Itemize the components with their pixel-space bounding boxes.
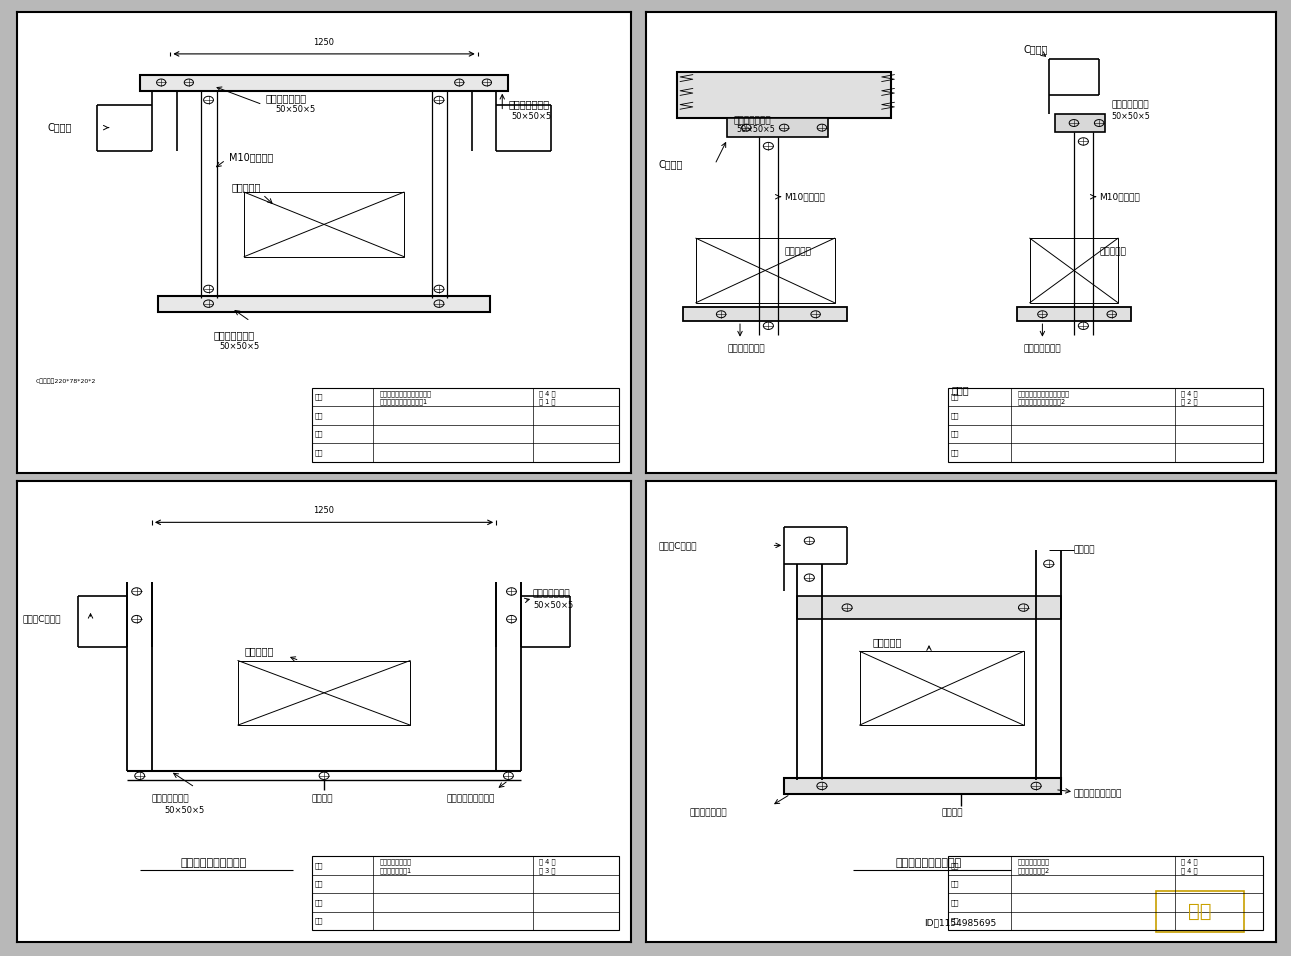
- Text: 50×50×5: 50×50×5: [164, 806, 204, 815]
- Text: 50×50×5: 50×50×5: [219, 342, 259, 351]
- Text: 热镀锌角钢支架: 热镀锌角钢支架: [727, 344, 766, 354]
- Text: 热镀锌角钢支架: 热镀锌角钢支架: [509, 99, 550, 110]
- Bar: [158, 295, 491, 312]
- Text: 桥架（线槽）支吊架在钢结构: 桥架（线槽）支吊架在钢结构: [380, 390, 431, 397]
- Text: 共 4 张: 共 4 张: [540, 858, 555, 865]
- Text: 设计: 设计: [951, 394, 959, 401]
- Text: 批准: 批准: [951, 918, 959, 924]
- Text: C型檩条: C型檩条: [1024, 44, 1048, 54]
- Text: C型钢檩条220*78*20*2: C型钢檩条220*78*20*2: [35, 379, 96, 384]
- Text: 第 3 张: 第 3 张: [540, 867, 555, 874]
- Bar: [1155, 891, 1245, 932]
- Text: 加固螺栓: 加固螺栓: [311, 794, 333, 803]
- Bar: [1017, 307, 1131, 321]
- Bar: [860, 651, 1024, 725]
- Text: 第 1 张: 第 1 张: [540, 399, 555, 405]
- Text: 批准: 批准: [951, 449, 959, 456]
- Text: 桥架（线槽）加固: 桥架（线槽）加固: [380, 858, 412, 865]
- Text: 制图: 制图: [315, 880, 323, 887]
- Text: 第 4 张: 第 4 张: [1181, 867, 1198, 874]
- Text: 设计: 设计: [315, 862, 323, 869]
- Bar: [1055, 114, 1105, 132]
- Bar: [244, 192, 404, 256]
- Text: 知末: 知末: [1188, 902, 1212, 922]
- Text: 檩条上的固定方式示意图1: 檩条上的固定方式示意图1: [380, 399, 427, 405]
- Text: 线槽或桥架: 线槽或桥架: [873, 637, 901, 647]
- Text: 50×50×5: 50×50×5: [1112, 112, 1150, 120]
- Text: 加固螺栓: 加固螺栓: [941, 808, 963, 817]
- Text: 共 4 张: 共 4 张: [1181, 390, 1198, 397]
- Text: 制图: 制图: [315, 412, 323, 419]
- Text: 钢结构C型檩条: 钢结构C型檩条: [658, 541, 697, 550]
- Text: M10通丝丝杆: M10通丝丝杆: [784, 192, 825, 202]
- Bar: [311, 857, 618, 930]
- Text: 1250: 1250: [314, 507, 334, 515]
- Bar: [139, 75, 509, 91]
- Text: 桥架（线槽）加固方案: 桥架（线槽）加固方案: [896, 858, 962, 868]
- Text: 钢结构C型檩条: 钢结构C型檩条: [23, 615, 62, 623]
- Text: 热镀锌角钢横担: 热镀锌角钢横担: [266, 93, 307, 102]
- Bar: [1030, 238, 1118, 303]
- Text: 桥架（线槽）支吊架在钢结构: 桥架（线槽）支吊架在钢结构: [1017, 390, 1069, 397]
- Text: 螺栓连接（或焊接）: 螺栓连接（或焊接）: [1074, 790, 1122, 798]
- Text: 50×50×5: 50×50×5: [533, 600, 573, 610]
- Bar: [311, 388, 618, 462]
- Text: 桥架（线槽）加固: 桥架（线槽）加固: [1017, 858, 1050, 865]
- Text: 批准: 批准: [315, 449, 323, 456]
- Bar: [797, 597, 1061, 619]
- Text: 线槽或桥架: 线槽或桥架: [232, 183, 261, 192]
- Text: 50×50×5: 50×50×5: [737, 125, 776, 135]
- Text: 热镀锌角钢支架: 热镀锌角钢支架: [1112, 100, 1149, 109]
- Text: 制图: 制图: [951, 412, 959, 419]
- Text: 螺栓连接（或焊接）: 螺栓连接（或焊接）: [447, 794, 496, 803]
- Text: 校核: 校核: [951, 900, 959, 905]
- Bar: [683, 307, 847, 321]
- Text: 热镀锌角钢支架: 热镀锌角钢支架: [733, 117, 771, 125]
- Text: 制图: 制图: [951, 880, 959, 887]
- Bar: [238, 661, 411, 725]
- Text: M10通丝丝杆: M10通丝丝杆: [1099, 192, 1140, 202]
- Text: 设计: 设计: [315, 394, 323, 401]
- Text: 校核: 校核: [315, 900, 323, 905]
- Text: 50×50×5: 50×50×5: [511, 112, 551, 120]
- Text: 线槽或桥架: 线槽或桥架: [1099, 248, 1126, 256]
- Text: 1250: 1250: [314, 38, 334, 47]
- Text: 热镀锌角钢支架: 热镀锌角钢支架: [689, 808, 727, 817]
- Text: 支架施地示意图2: 支架施地示意图2: [1017, 867, 1050, 874]
- Bar: [948, 857, 1263, 930]
- Text: 平视图: 平视图: [951, 385, 970, 395]
- Bar: [784, 778, 1061, 794]
- Bar: [948, 388, 1263, 462]
- Text: 桥架（线槽）加固方案: 桥架（线槽）加固方案: [181, 858, 247, 868]
- Text: 50×50×5: 50×50×5: [275, 105, 315, 114]
- Text: 批准: 批准: [315, 918, 323, 924]
- Text: 共 4 张: 共 4 张: [1181, 858, 1198, 865]
- Text: 热镀锌角钢支架: 热镀锌角钢支架: [533, 589, 571, 598]
- Text: M10通丝丝杆: M10通丝丝杆: [229, 153, 272, 163]
- Text: 共 4 张: 共 4 张: [540, 390, 555, 397]
- Bar: [696, 238, 834, 303]
- Text: ID：1154985695: ID：1154985695: [924, 919, 997, 927]
- Text: 螺栓连接: 螺栓连接: [1074, 546, 1095, 554]
- Text: 热镀锌角钢支架: 热镀锌角钢支架: [213, 330, 254, 340]
- Text: 线槽或桥架: 线槽或桥架: [244, 646, 274, 657]
- Bar: [727, 119, 829, 137]
- Text: 第 2 张: 第 2 张: [1181, 399, 1198, 405]
- Text: 支架施地示意图1: 支架施地示意图1: [380, 867, 412, 874]
- Text: 檩条上的固定方式示意图2: 檩条上的固定方式示意图2: [1017, 399, 1065, 405]
- Text: 校核: 校核: [315, 431, 323, 437]
- Text: C型檩条: C型檩条: [48, 122, 72, 133]
- Text: 热镀锌角钢支架: 热镀锌角钢支架: [152, 794, 190, 803]
- Text: C型檩条: C型檩条: [658, 160, 683, 169]
- Text: 线槽或桥架: 线槽或桥架: [784, 248, 811, 256]
- Text: 热镀锌角钢支架: 热镀锌角钢支架: [1024, 344, 1061, 354]
- Bar: [676, 73, 891, 119]
- Text: 设计: 设计: [951, 862, 959, 869]
- Text: 校核: 校核: [951, 431, 959, 437]
